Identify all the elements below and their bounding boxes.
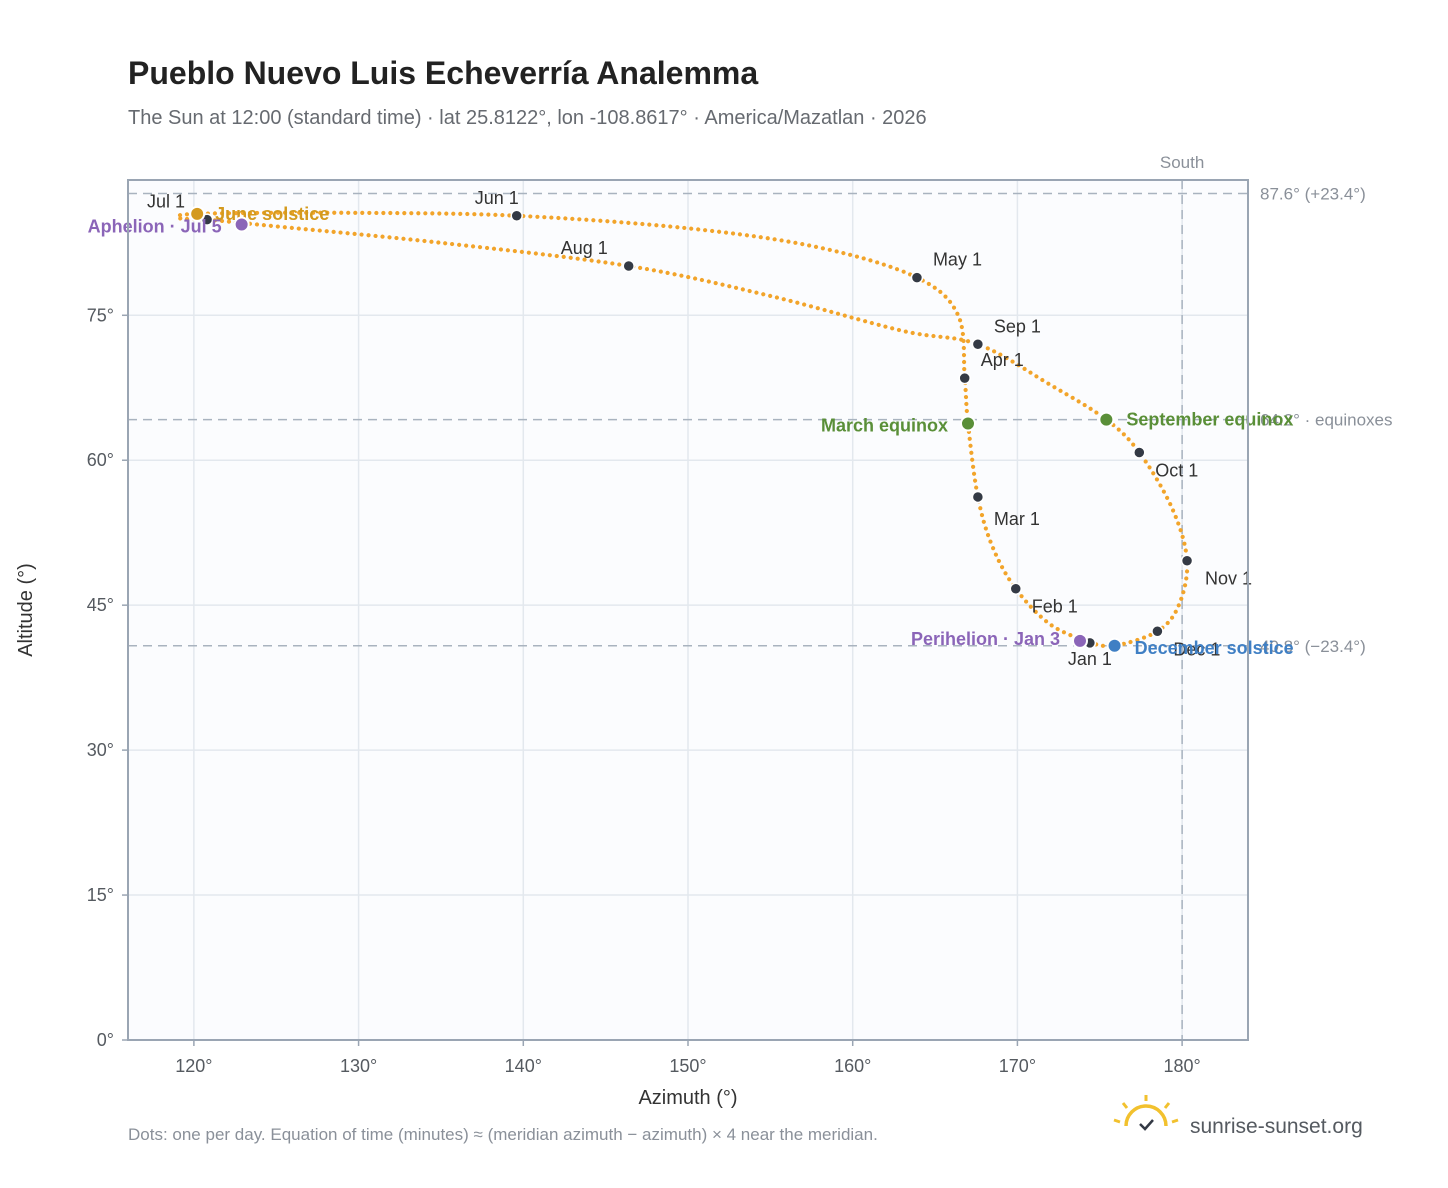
x-tick-label: 130° bbox=[340, 1056, 377, 1076]
month-marker bbox=[1151, 625, 1164, 638]
event-label: Aphelion · Jul 5 bbox=[88, 216, 222, 236]
x-axis-label: Azimuth (°) bbox=[638, 1087, 737, 1109]
event-marker bbox=[1098, 411, 1115, 428]
event-marker bbox=[1072, 632, 1088, 649]
month-marker bbox=[971, 490, 985, 504]
month-label: Aug 1 bbox=[561, 238, 608, 258]
event-marker bbox=[1106, 637, 1123, 654]
y-tick-label: 45° bbox=[87, 595, 114, 615]
y-tick-label: 0° bbox=[97, 1030, 114, 1050]
y-axis-label: Altitude (°) bbox=[15, 563, 37, 657]
x-tick-label: 160° bbox=[834, 1056, 871, 1076]
brand-name: sunrise-sunset.org bbox=[1190, 1115, 1363, 1138]
event-label: March equinox bbox=[821, 416, 948, 436]
event-marker bbox=[960, 415, 976, 432]
event-label: September equinox bbox=[1126, 410, 1293, 430]
month-marker bbox=[958, 371, 971, 385]
event-label: Perihelion · Jan 3 bbox=[911, 629, 1060, 649]
reference-line-label: 87.6° (+23.4°) bbox=[1260, 185, 1366, 204]
month-label: Apr 1 bbox=[981, 350, 1024, 370]
month-marker bbox=[510, 209, 523, 223]
month-label: Mar 1 bbox=[994, 509, 1040, 529]
event-label: June solstice bbox=[215, 204, 329, 224]
footnote: Dots: one per day. Equation of time (min… bbox=[128, 1125, 878, 1144]
month-label: Jul 1 bbox=[147, 192, 185, 212]
month-markers: Jan 1 Feb 1 Mar 1 Apr 1 May 1 Jun 1 Jul 1 Aug 1… bbox=[147, 188, 1252, 669]
month-marker bbox=[1180, 554, 1194, 567]
south-label: South bbox=[1160, 153, 1204, 172]
month-label: Nov 1 bbox=[1205, 569, 1252, 589]
month-label: May 1 bbox=[933, 250, 982, 270]
month-marker bbox=[1133, 446, 1146, 459]
x-tick-label: 120° bbox=[175, 1056, 212, 1076]
y-tick-label: 15° bbox=[87, 885, 114, 905]
event-markers: June solstice December solstice March equi… bbox=[88, 204, 1294, 658]
y-tick-label: 30° bbox=[87, 740, 114, 760]
month-marker bbox=[910, 271, 924, 284]
month-label: Jun 1 bbox=[475, 188, 519, 208]
event-marker bbox=[233, 216, 250, 233]
x-tick-label: 180° bbox=[1164, 1056, 1201, 1076]
month-label: Feb 1 bbox=[1032, 597, 1078, 617]
chart-subtitle: The Sun at 12:00 (standard time) · lat 2… bbox=[128, 107, 927, 129]
y-tick-label: 60° bbox=[87, 450, 114, 470]
month-label: Sep 1 bbox=[994, 316, 1041, 336]
chart-title: Pueblo Nuevo Luis Echeverría Analemma bbox=[128, 55, 758, 91]
axis-ticks: 120° 130° 140° 150° 160° 170° 180° 0° 15° 30° 45° 6… bbox=[87, 305, 1201, 1076]
x-tick-label: 140° bbox=[505, 1056, 542, 1076]
month-label: Jan 1 bbox=[1068, 649, 1112, 669]
x-tick-label: 170° bbox=[999, 1056, 1036, 1076]
sun-logo-icon bbox=[1113, 1095, 1179, 1131]
event-marker bbox=[189, 205, 206, 222]
month-marker bbox=[971, 338, 985, 351]
reference-line-label: 64.2° · equinoxes bbox=[1260, 411, 1393, 430]
month-label: Dec 1 bbox=[1173, 639, 1220, 659]
reference-line-label: 40.8° (−23.4°) bbox=[1260, 637, 1366, 656]
month-marker bbox=[622, 259, 635, 273]
month-label: Oct 1 bbox=[1155, 460, 1198, 480]
event-label: December solstice bbox=[1135, 638, 1294, 658]
x-tick-label: 150° bbox=[669, 1056, 706, 1076]
reference-lines: 87.6° (+23.4°) 64.2° · equinoxes 40.8° (−2… bbox=[128, 153, 1393, 1040]
month-marker bbox=[1009, 582, 1023, 595]
y-tick-label: 75° bbox=[87, 305, 114, 325]
